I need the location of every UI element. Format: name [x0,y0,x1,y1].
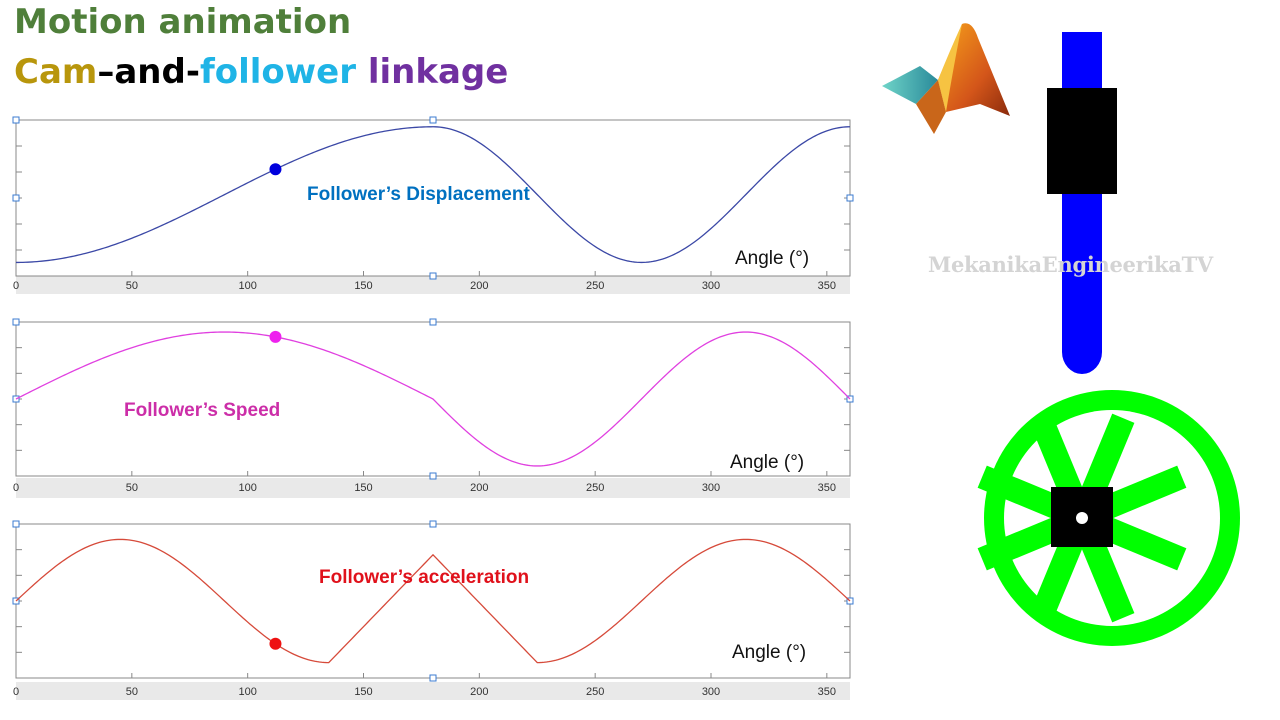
x-tick-label: 300 [702,686,720,698]
x-tick-label: 250 [586,280,604,292]
x-tick-label: 200 [470,686,488,698]
speed-chart: 0 50 100 150 200 250 300 350 Follower’s Speed Ang… [12,318,854,498]
x-tick-label: 350 [818,482,836,494]
x-tick-label: 150 [354,482,372,494]
selection-handle [12,116,20,124]
series-line [15,538,851,664]
x-tick-label: 350 [818,686,836,698]
selection-handle [429,116,437,124]
selection-handle [429,674,437,682]
x-tick-label: 0 [13,482,19,494]
title-word-linkage: linkage [356,52,509,92]
title-word-cam: Cam [14,52,98,92]
series-line [15,126,851,264]
series-label: Follower’s Speed [124,400,280,421]
series-line [15,331,851,467]
title-cam-follower-linkage: Cam–and-follower linkage [14,52,508,92]
title-word-and: –and- [97,52,200,92]
x-tick-label: 300 [702,280,720,292]
cam-follower-mechanism [977,32,1240,646]
tick-band [16,478,850,498]
x-tick-label: 300 [702,482,720,494]
x-tick-label: 150 [354,280,372,292]
x-tick-label: 50 [126,686,138,698]
displacement-chart: 0 50 100 150 200 250 300 350 Follower’s Displace… [12,116,854,294]
current-position-marker [269,163,282,176]
current-position-marker [269,330,282,343]
x-tick-label: 250 [586,482,604,494]
x-tick-label: 100 [238,482,256,494]
x-axis-label: Angle (°) [735,248,809,269]
x-tick-label: 100 [238,280,256,292]
x-tick-label: 0 [13,280,19,292]
x-tick-label: 350 [818,280,836,292]
selection-handle [12,520,20,528]
selection-handle [12,318,20,326]
x-tick-label: 50 [126,482,138,494]
follower-rod [1062,32,1102,374]
follower-guide-block [1047,88,1117,194]
x-tick-label: 200 [470,482,488,494]
selection-handle [846,194,854,202]
x-axis-label: Angle (°) [732,642,806,663]
series-label: Follower’s Displacement [307,184,530,205]
selection-handle [429,520,437,528]
cam-pivot [1076,512,1088,524]
acceleration-chart: 0 50 100 150 200 250 300 350 Follower’s accelera… [12,520,854,700]
tick-band [16,682,850,700]
title-motion-animation: Motion animation [14,2,352,42]
selection-handle [429,272,437,280]
x-axis-label: Angle (°) [730,452,804,473]
x-tick-label: 0 [13,686,19,698]
tick-band [16,276,850,294]
watermark-text: MekanikaEngineerikaTV [928,252,1213,277]
selection-handle [429,472,437,480]
series-label: Follower’s acceleration [319,567,529,588]
selection-handle [429,318,437,326]
x-tick-label: 250 [586,686,604,698]
x-tick-label: 50 [126,280,138,292]
x-tick-label: 150 [354,686,372,698]
plot-frame [15,523,851,679]
current-position-marker [269,637,282,650]
cam-disc [977,390,1240,646]
matlab-membrane-logo-icon [882,23,1010,134]
x-tick-label: 100 [238,686,256,698]
x-tick-label: 200 [470,280,488,292]
title-word-follower: follower [199,52,356,92]
selection-handle [12,194,20,202]
